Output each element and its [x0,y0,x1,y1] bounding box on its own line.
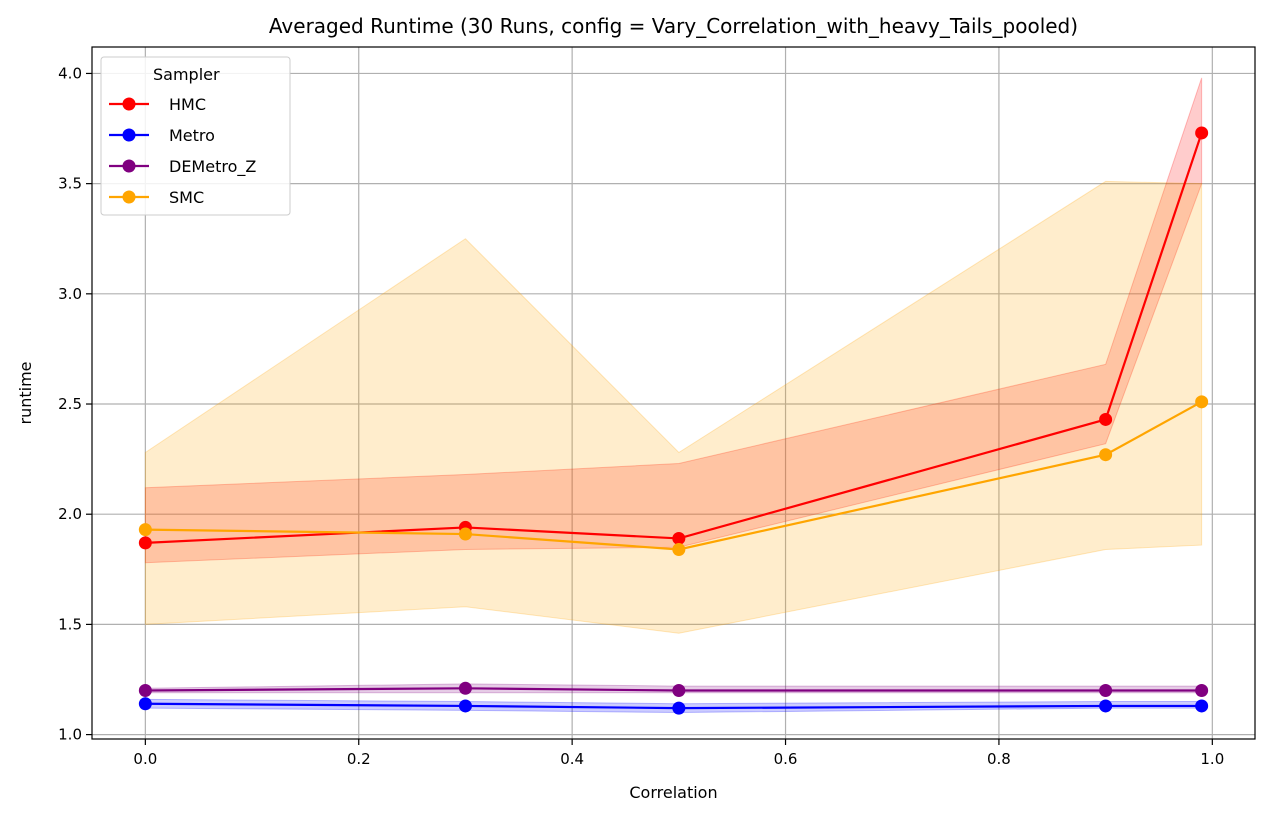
band-smc [144,180,1203,634]
legend-items: HMC Metro DEMetro_Z SMC [109,95,256,207]
point-demetro-z [672,684,686,698]
legend-label-demetro-z: DEMetro_Z [169,157,256,177]
point-demetro-z [1195,684,1209,698]
point-demetro-z [138,684,152,698]
y-tick-label: 1.0 [58,726,82,744]
y-axis-label: runtime [16,361,35,424]
x-axis-ticks: 0.0 0.2 0.4 0.6 0.8 1.0 [133,739,1224,768]
series-markers [138,126,1209,715]
point-hmc [138,536,152,550]
x-axis-label: Correlation [629,783,717,802]
y-tick-label: 4.0 [58,64,82,82]
x-tick-label: 0.8 [987,750,1011,768]
legend-label-smc: SMC [169,188,204,207]
x-tick-label: 0.2 [347,750,371,768]
legend-box [100,56,291,216]
y-tick-label: 2.5 [58,395,82,413]
point-hmc [1195,126,1209,140]
legend-title: Sampler [153,65,220,84]
legend: Sampler HMC Metro DEMetro_Z SMC [100,56,291,216]
legend-label-metro: Metro [169,126,215,145]
legend-label-hmc: HMC [169,95,206,114]
legend-marker-metro [122,128,136,142]
x-tick-label: 0.6 [774,750,798,768]
point-smc [458,527,472,541]
x-tick-label: 0.4 [560,750,584,768]
x-tick-label: 0.0 [133,750,157,768]
point-smc [1195,395,1209,409]
y-tick-label: 2.0 [58,505,82,523]
y-tick-label: 1.5 [58,615,82,633]
x-tick-label: 1.0 [1200,750,1224,768]
point-smc [672,542,686,556]
point-hmc [672,531,686,545]
point-metro [138,697,152,711]
legend-marker-demetro-z [122,159,136,173]
point-smc [138,523,152,537]
band-hmc [144,77,1203,564]
legend-marker-hmc [122,97,136,111]
point-metro [458,699,472,713]
point-metro [1195,699,1209,713]
point-hmc [1099,412,1113,426]
point-demetro-z [458,681,472,695]
y-axis-ticks: 1.0 1.5 2.0 2.5 3.0 3.5 4.0 [58,64,92,744]
chart-title: Averaged Runtime (30 Runs, config = Vary… [269,14,1078,38]
y-tick-label: 3.0 [58,285,82,303]
confidence-bands [144,77,1203,714]
point-metro [672,701,686,715]
point-demetro-z [1099,684,1113,698]
y-tick-label: 3.5 [58,175,82,193]
legend-marker-smc [122,190,136,204]
point-metro [1099,699,1113,713]
point-smc [1099,448,1113,462]
plot-frame [91,46,1256,740]
